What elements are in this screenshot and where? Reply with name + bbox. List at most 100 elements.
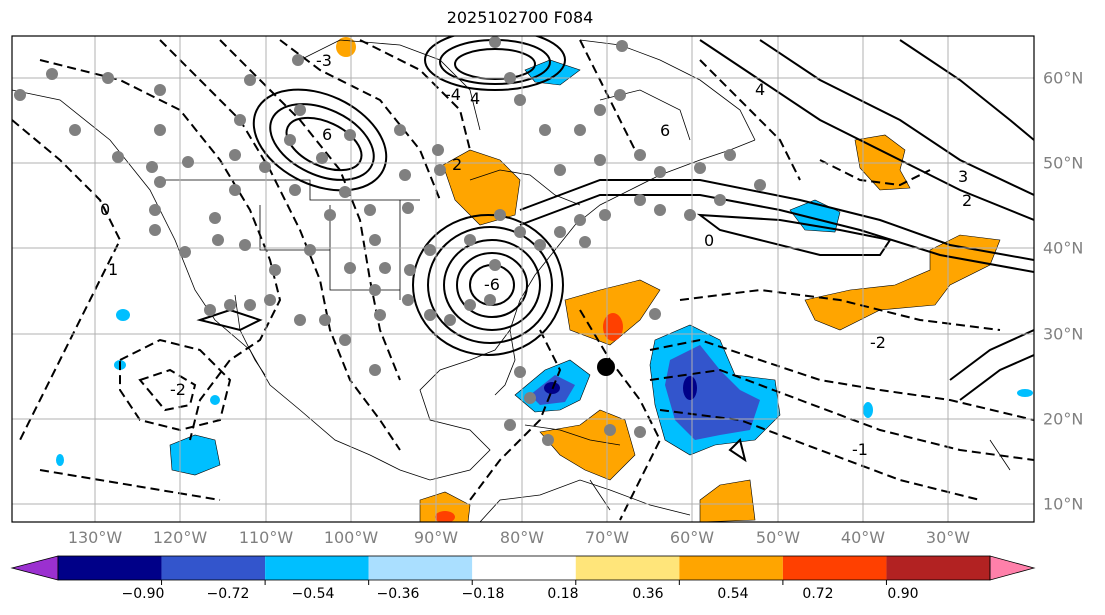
station-dot (364, 204, 376, 216)
station-dot (394, 124, 406, 136)
station-dot (179, 246, 191, 258)
station-dot (324, 209, 336, 221)
map-title: 2025102700 F084 (446, 8, 594, 27)
colorbar-extend-high (989, 555, 1036, 581)
lat-label: 60°N (1043, 68, 1084, 88)
station-dot (402, 202, 414, 214)
station-dot (294, 314, 306, 326)
station-dot (259, 161, 271, 173)
station-dot (204, 304, 216, 316)
colorbar-tick-label: 0.72 (802, 586, 834, 602)
contour-label-layer: 6 4 2 0 -2 -4 -3 -6 1 -1 3 2 0 -2 6 4 (100, 51, 972, 459)
station-dot (634, 426, 646, 438)
lon-label: 30°W (925, 528, 971, 547)
station-dot (292, 54, 304, 66)
station-dot (484, 294, 496, 306)
station-dot (154, 176, 166, 188)
colorbar-tick-label: −0.72 (206, 586, 250, 602)
contour-label: 4 (470, 89, 480, 108)
station-dot (369, 364, 381, 376)
lon-label: 100°W (323, 528, 379, 547)
colorbar-segment (265, 556, 369, 580)
station-dot (489, 259, 501, 271)
station-dot (399, 169, 411, 181)
station-dot (554, 226, 566, 238)
station-dot (319, 314, 331, 326)
station-dot (604, 424, 616, 436)
colorbar (10, 555, 1036, 585)
colorbar-tick-label: −0.36 (376, 586, 420, 602)
station-dot (514, 366, 526, 378)
station-dot (374, 309, 386, 321)
station-dot (14, 89, 26, 101)
station-dot (494, 209, 506, 221)
station-dot (379, 262, 391, 274)
station-dot (599, 209, 611, 221)
contour-label: 1 (108, 260, 118, 279)
station-dot (542, 434, 554, 446)
graticule (12, 36, 1034, 522)
station-dot (244, 299, 256, 311)
station-dot (182, 156, 194, 168)
lon-label: 70°W (584, 528, 630, 547)
station-dot (654, 166, 666, 178)
station-dot (304, 244, 316, 256)
station-dot (269, 264, 281, 276)
station-dot (432, 144, 444, 156)
station-dot (404, 264, 416, 276)
lon-label: 120°W (152, 528, 208, 547)
contour-label: 4 (755, 80, 765, 99)
contour-label: -2 (170, 380, 186, 399)
station-dot (634, 149, 646, 161)
storm-center-dot (597, 358, 615, 376)
station-dot (229, 184, 241, 196)
contour-label: -1 (852, 440, 868, 459)
station-dot (294, 104, 306, 116)
station-dot (234, 114, 246, 126)
station-dot (289, 184, 301, 196)
contour-label: 2 (962, 191, 972, 210)
contour-label: 0 (704, 231, 714, 250)
station-dot (724, 149, 736, 161)
station-dot (424, 309, 436, 321)
station-dot (154, 84, 166, 96)
colorbar-tick-label: 0.54 (717, 586, 749, 602)
station-dot (316, 152, 328, 164)
station-dot (554, 164, 566, 176)
station-dot (69, 124, 81, 136)
colorbar-tick-label: −0.54 (291, 586, 335, 602)
lon-label: 90°W (413, 528, 459, 547)
station-dot (369, 234, 381, 246)
colorbar-tick-label: −0.18 (461, 586, 505, 602)
station-dots (14, 36, 766, 446)
contour-label: 6 (322, 125, 332, 144)
lon-label: 50°W (755, 528, 801, 547)
station-dot (209, 212, 221, 224)
contour-label: 6 (660, 121, 670, 140)
station-dot (539, 124, 551, 136)
station-dot (402, 294, 414, 306)
lon-label: 110°W (238, 528, 294, 547)
station-dot (514, 226, 526, 238)
colorbar-segment (368, 556, 473, 580)
colorbar-segment (679, 556, 783, 580)
station-dot (694, 162, 706, 174)
station-dot (424, 244, 436, 256)
contour-label: 3 (958, 167, 968, 186)
colorbar-segment (161, 556, 266, 580)
colorbar-extend-low (10, 555, 59, 581)
station-dot (504, 419, 516, 431)
contour-label: -6 (484, 275, 500, 294)
station-dot (369, 284, 381, 296)
station-dot (464, 234, 476, 246)
lat-label: 20°N (1043, 409, 1084, 429)
colorbar-segment (472, 556, 576, 580)
contour-label: -4 (445, 85, 461, 104)
colorbar-frame (57, 555, 991, 581)
station-dot (524, 392, 536, 404)
colorbar-segment (886, 556, 990, 580)
contour-label: -3 (316, 51, 332, 70)
station-dot (434, 164, 446, 176)
lat-label: 50°N (1043, 153, 1084, 173)
